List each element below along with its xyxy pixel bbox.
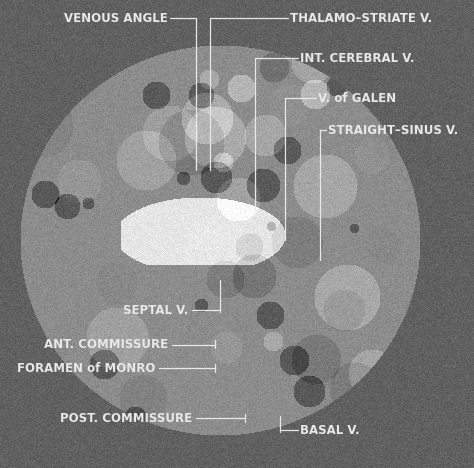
Text: BASAL V.: BASAL V. xyxy=(300,424,360,437)
Text: SEPTAL V.: SEPTAL V. xyxy=(123,304,188,316)
Text: STRAIGHT–SINUS V.: STRAIGHT–SINUS V. xyxy=(328,124,458,137)
Text: V. of GALEN: V. of GALEN xyxy=(318,92,396,104)
Text: ANT. COMMISSURE: ANT. COMMISSURE xyxy=(44,338,168,351)
Text: POST. COMMISSURE: POST. COMMISSURE xyxy=(60,411,192,424)
Text: INT. CEREBRAL V.: INT. CEREBRAL V. xyxy=(300,51,414,65)
Text: VENOUS ANGLE: VENOUS ANGLE xyxy=(64,12,168,24)
Text: FORAMEN of MONRO: FORAMEN of MONRO xyxy=(17,361,155,374)
Text: THALAMO–STRIATE V.: THALAMO–STRIATE V. xyxy=(290,12,432,24)
